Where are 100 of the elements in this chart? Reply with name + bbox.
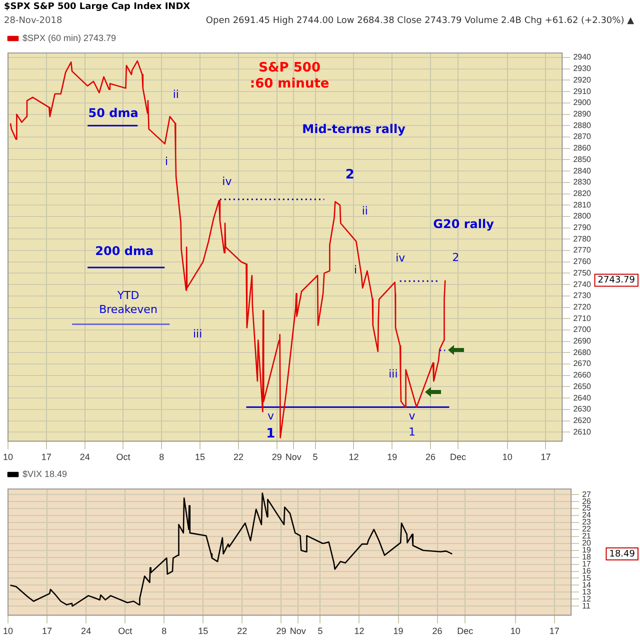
y-tick-label: 2880 (573, 120, 592, 130)
y-tick-label: 2860 (573, 144, 592, 153)
annotation: Mid-terms rally (302, 122, 406, 136)
annotation: 1 (408, 426, 416, 439)
y-tick-label: 2660 (573, 370, 592, 380)
y-tick-label: 19 (582, 546, 592, 555)
y-tick-label: 20 (582, 538, 592, 548)
y-tick-label: 25 (582, 504, 592, 513)
annotation: YTD Breakeven (99, 289, 158, 316)
y-tick-label: 2800 (573, 212, 592, 221)
y-tick-label: 2930 (573, 64, 592, 74)
annotation: G20 rally (433, 217, 494, 232)
annotation: 50 dma (88, 106, 138, 120)
y-tick-label: 13 (582, 587, 592, 596)
y-tick-label: 18 (582, 552, 592, 562)
annotation: 2 (452, 250, 460, 264)
y-tick-label: 2840 (573, 166, 592, 176)
y-tick-label: 2750 (573, 268, 592, 278)
text: 18.49 (609, 549, 636, 560)
x-tick-label: 17 (549, 626, 560, 636)
y-tick-label: 2820 (573, 188, 592, 198)
x-tick-label: 24 (81, 626, 92, 636)
annotation: ii (172, 88, 179, 101)
y-tick-label: 2650 (573, 382, 592, 391)
x-tick-label: 10 (502, 452, 512, 462)
text: Open 2691.45 High 2744.00 Low 2684.38 Close 2743.79 Volume 2.4B Chg +61.62 (+2.30%) ▲ (206, 16, 634, 26)
y-tick-label: 16 (582, 566, 592, 576)
y-tick-label: 2680 (573, 348, 592, 357)
x-tick-label: 26 (426, 452, 436, 462)
x-tick-label: 22 (237, 626, 248, 636)
y-tick-label: 14 (582, 580, 592, 590)
y-tick-label: 12 (582, 594, 592, 604)
chart-title: $SPX S&P 500 Large Cap Index INDX (4, 2, 190, 12)
y-tick-label: 2920 (573, 75, 592, 84)
y-tick-label: 2760 (573, 257, 592, 266)
x-tick-label: 17 (41, 452, 52, 462)
y-tick-label: 2890 (573, 110, 592, 118)
annotation: i (164, 154, 168, 168)
x-tick-label: Oct (118, 626, 133, 636)
x-tick-label: Dec (457, 626, 474, 636)
annotation: v (408, 410, 416, 423)
annotation: i (354, 263, 358, 276)
x-tick-label: 19 (393, 626, 404, 636)
x-tick-label: 19 (387, 452, 398, 462)
y-tick-label: 2700 (573, 325, 592, 334)
legend-label: $VIX 18.49 (22, 468, 68, 479)
annotation: 2 (345, 168, 354, 183)
y-tick-label: 24 (582, 510, 592, 520)
annotation: 200 dma (95, 244, 154, 258)
x-tick-label: 8 (162, 626, 167, 636)
x-tick-label: 15 (198, 626, 208, 636)
x-tick-label: 17 (540, 452, 551, 462)
y-tick-label: 27 (582, 490, 592, 499)
y-tick-label: 2770 (573, 246, 592, 255)
y-tick-label: 2710 (573, 314, 592, 323)
annotation: v (267, 410, 274, 423)
y-tick-label: 2610 (573, 427, 592, 436)
x-tick-label: 10 (3, 626, 14, 636)
y-tick-label: 2850 (573, 154, 592, 164)
y-tick-label: 21 (582, 532, 592, 541)
y-tick-label: 2910 (573, 86, 592, 96)
annotation: iii (192, 328, 202, 341)
x-tick-label: 17 (42, 626, 52, 636)
x-tick-label: 10 (510, 626, 520, 636)
y-tick-label: 17 (582, 560, 592, 569)
x-tick-label: 22 (233, 452, 244, 462)
x-tick-label: 29 (272, 452, 282, 462)
y-tick-label: 22 (582, 524, 592, 534)
y-tick-label: 2670 (573, 359, 592, 368)
y-tick-label: 11 (582, 601, 591, 610)
legend-label: $SPX (60 min) 2743.79 (22, 32, 116, 43)
y-tick-label: 2740 (573, 280, 592, 289)
y-tick-label: 15 (582, 573, 592, 582)
y-tick-label: 2810 (573, 200, 592, 210)
x-tick-label: Nov (285, 452, 302, 462)
y-tick-label: 2780 (573, 234, 592, 244)
x-tick-label: 15 (195, 452, 206, 462)
y-tick-label: 2940 (573, 52, 592, 62)
y-tick-label: 2720 (573, 302, 592, 312)
x-tick-label: Nov (290, 626, 306, 636)
y-tick-label: 2900 (573, 98, 592, 108)
y-tick-label: 2870 (573, 132, 592, 142)
x-tick-label: 5 (318, 626, 323, 636)
x-tick-label: 29 (276, 626, 286, 636)
y-tick-label: 23 (582, 518, 592, 527)
x-tick-label: 8 (159, 452, 164, 462)
text: 2743.79 (598, 276, 636, 286)
annotation: iii (388, 368, 398, 381)
annotation: S&P 500 :60 minute (250, 60, 330, 92)
y-tick-label: 2790 (573, 223, 592, 232)
x-tick-label: 12 (348, 452, 359, 462)
annotation: iv (396, 252, 406, 265)
y-tick-label: 26 (582, 496, 592, 506)
x-tick-label: 12 (354, 626, 364, 636)
annotation: iv (222, 175, 232, 188)
x-tick-label: 26 (432, 626, 442, 636)
y-tick-label: 2630 (573, 404, 592, 414)
x-tick-label: 10 (3, 452, 14, 462)
annotation: 1 (266, 426, 276, 442)
annotation: ii (362, 204, 368, 218)
